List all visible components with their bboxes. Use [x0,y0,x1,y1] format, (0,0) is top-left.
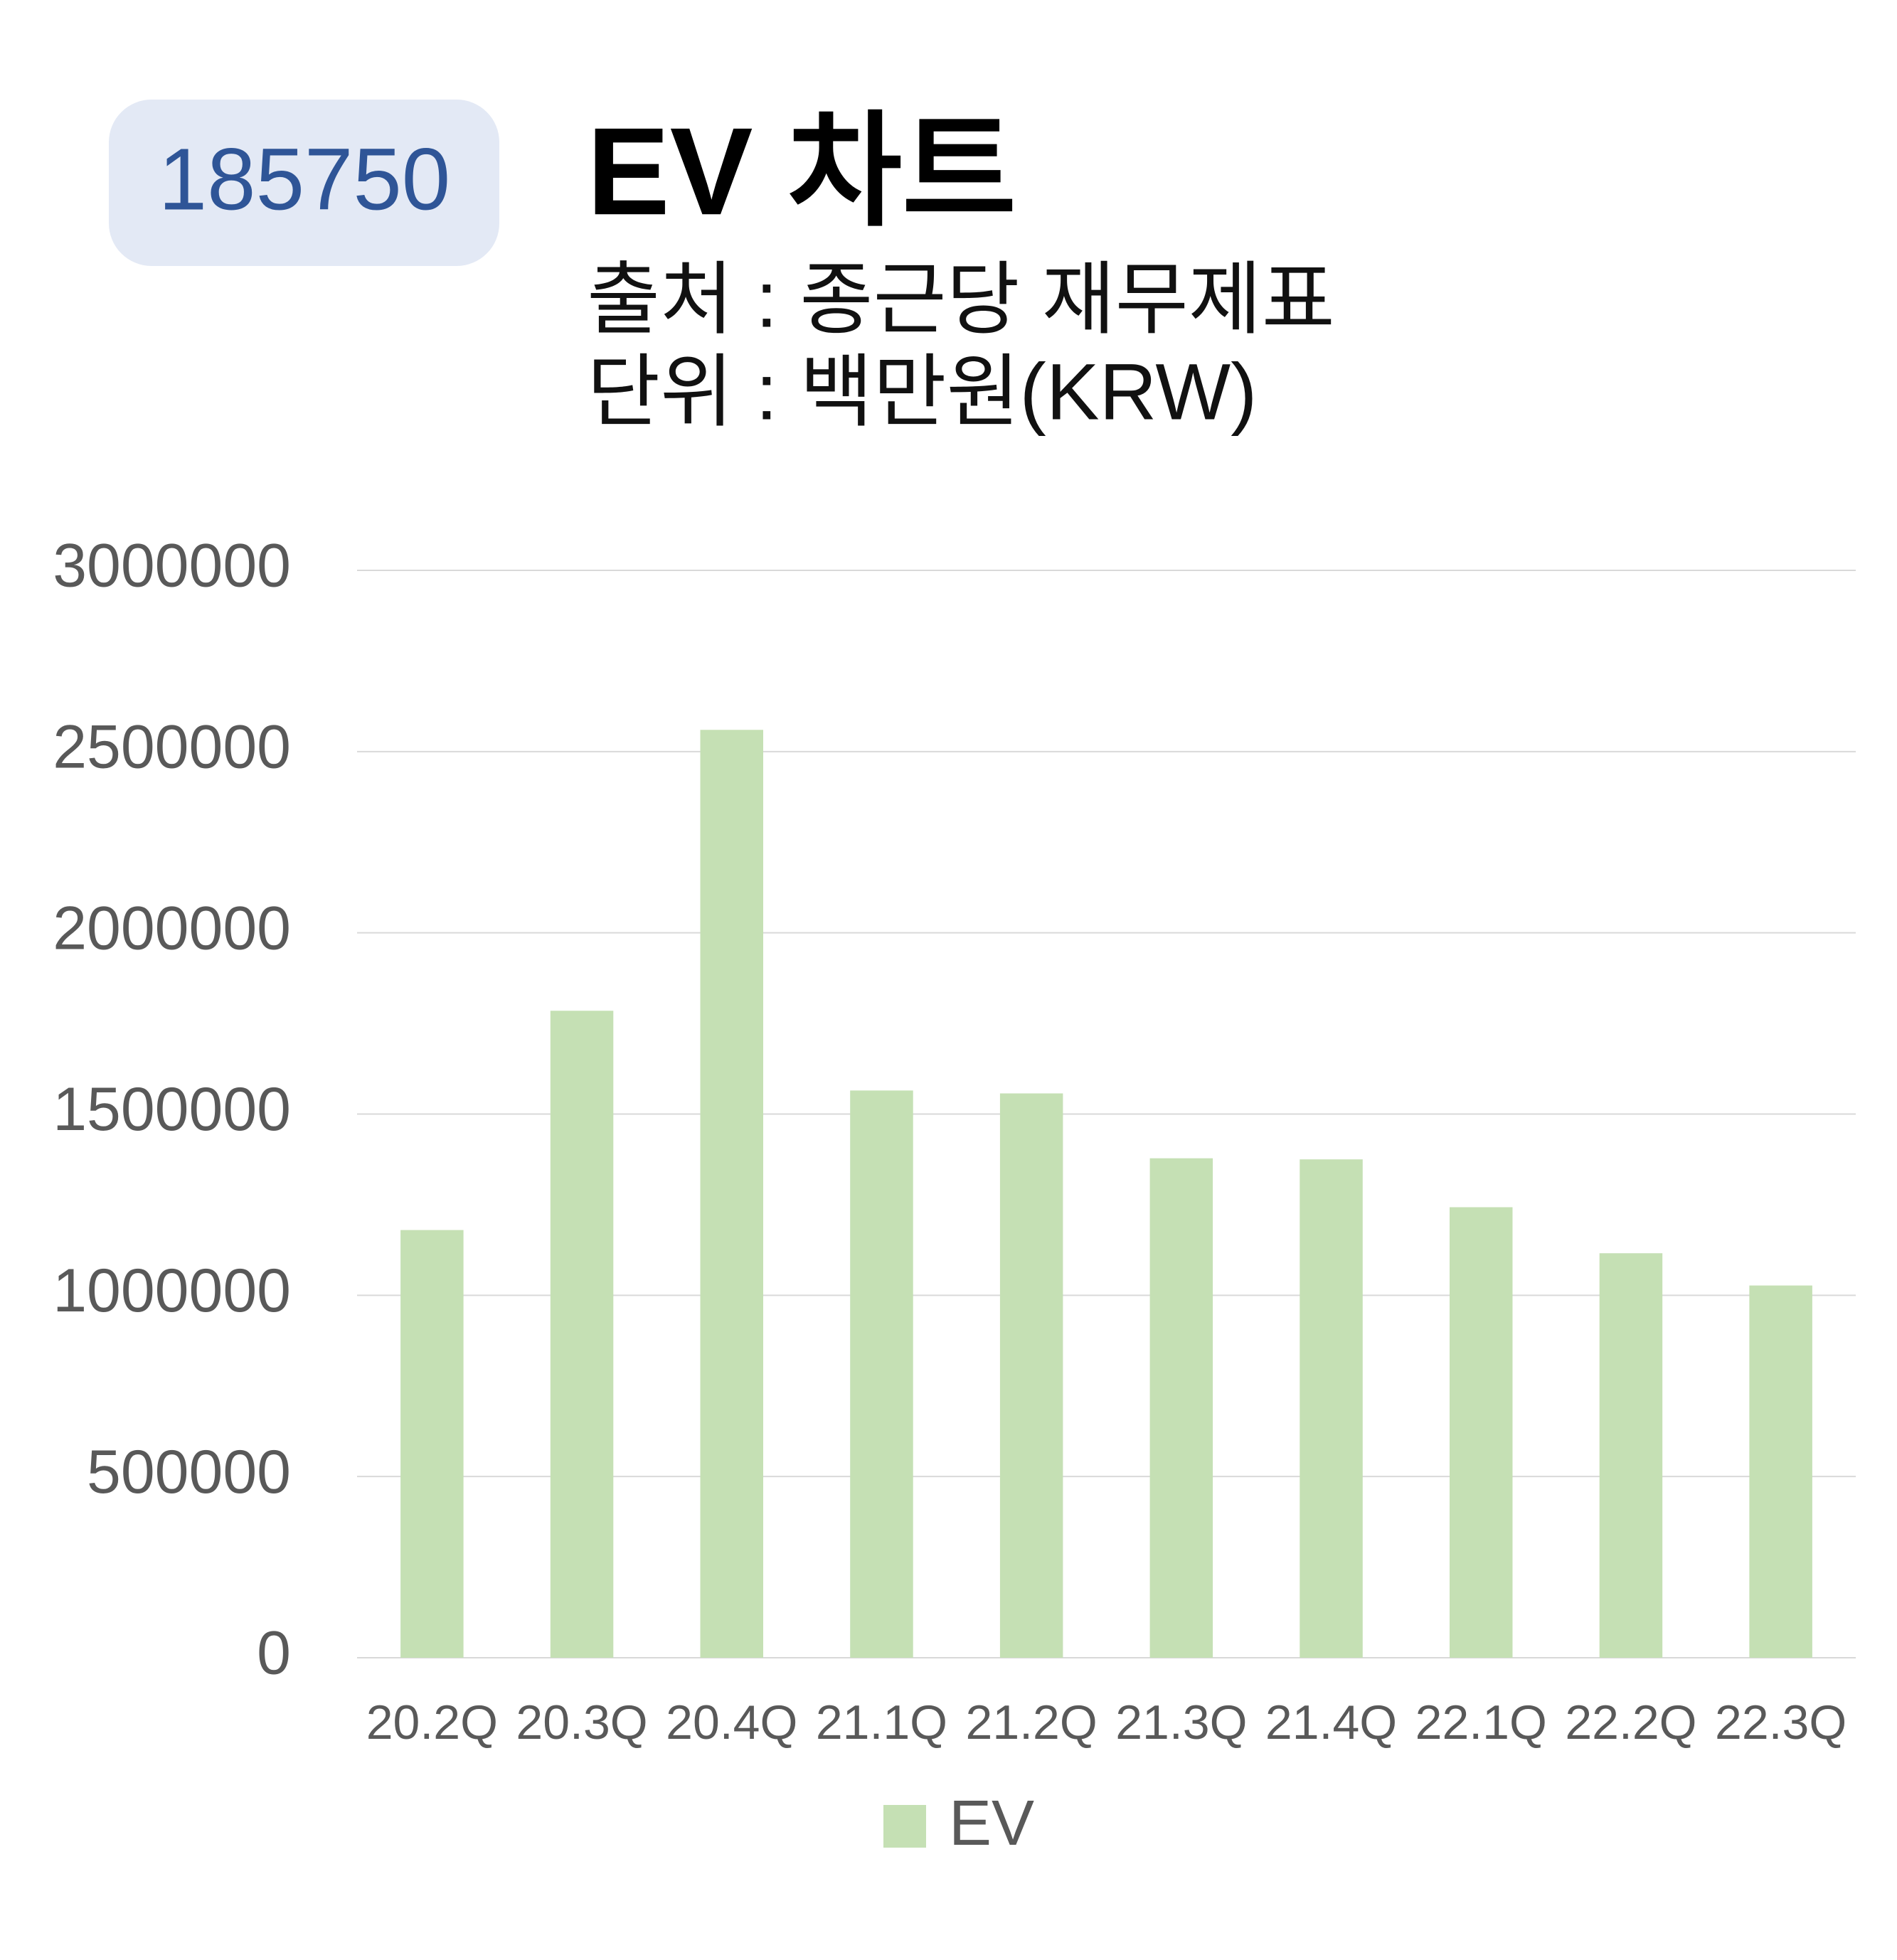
bar [999,1093,1063,1658]
x-tick-label: 22.3Q [1715,1695,1846,1749]
badge: 185750 [159,131,450,228]
x-tick-label: 21.4Q [1265,1695,1397,1749]
bar [1599,1253,1663,1658]
y-tick-label: 2500000 [53,713,291,782]
x-tick-label: 20.4Q [666,1695,797,1749]
bar [400,1230,464,1658]
y-tick-label: 2000000 [53,894,291,962]
bar [1749,1285,1812,1658]
legend-label: EV [949,1788,1034,1859]
y-tick-label: 1000000 [53,1257,291,1325]
bar [850,1090,913,1658]
x-tick-label: 22.1Q [1415,1695,1547,1749]
y-tick-label: 3000000 [53,532,291,600]
y-tick-label: 500000 [87,1438,291,1506]
x-tick-label: 21.3Q [1115,1695,1247,1749]
subtitle: 출처 : 종근당 재무제표 [587,255,1335,344]
bar [700,730,763,1658]
x-tick-label: 22.2Q [1565,1695,1696,1749]
x-tick-label: 21.1Q [816,1695,947,1749]
x-tick-label: 20.3Q [516,1695,647,1749]
bar [1149,1158,1213,1658]
legend-swatch [883,1805,926,1848]
subtitle: 단위 : 백만원(KRW) [587,348,1257,437]
badge-bg [109,100,499,266]
bar [550,1011,614,1658]
x-tick-label: 21.2Q [966,1695,1098,1749]
y-tick-label: 0 [257,1619,291,1688]
bar [1450,1207,1513,1658]
bar [1300,1159,1363,1658]
y-tick-label: 1500000 [53,1075,291,1144]
x-tick-label: 20.2Q [366,1695,498,1749]
chart-title: EV 차트 [587,102,1016,241]
